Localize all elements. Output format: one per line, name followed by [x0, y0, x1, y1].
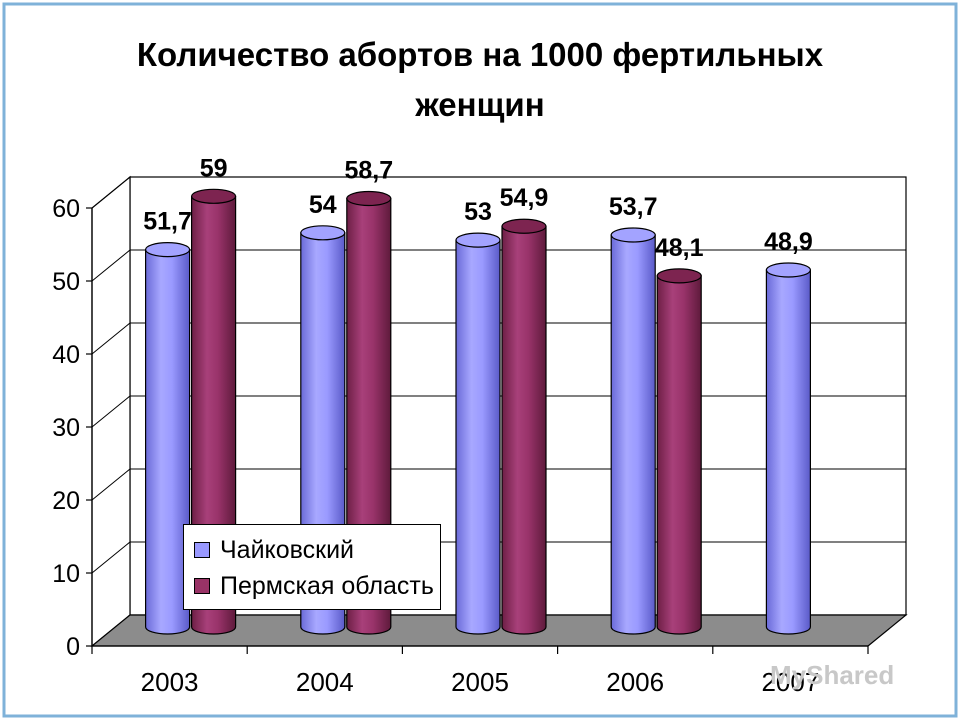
legend: Чайковский Пермская область [183, 524, 441, 610]
bar-perm-2006 [656, 275, 702, 635]
x-tick-label: 2003 [141, 667, 199, 697]
data-label-perm-2005: 54,9 [500, 184, 549, 212]
data-label-perm-2004: 58,7 [344, 156, 393, 184]
legend-swatch-perm [194, 578, 210, 594]
bar-top-perm-2003 [191, 188, 237, 204]
chart-title-line-1: Количество абортов на 1000 фертильных [136, 36, 824, 73]
legend-label-chaikovsky: Чайковский [220, 535, 355, 564]
y-tick-label: 10 [52, 560, 80, 588]
x-tick-label: 2006 [606, 667, 664, 697]
x-tick-label: 2005 [451, 667, 509, 697]
bar-chaikovsky-2006 [610, 234, 656, 635]
y-tick-label: 50 [52, 268, 80, 296]
x-tick-label: 2004 [296, 667, 354, 697]
bar-top-perm-2005 [501, 218, 547, 234]
legend-item-perm: Пермская область [194, 571, 434, 601]
bar-chaikovsky-2007 [765, 269, 811, 635]
bar-top-chaikovsky-2004 [300, 225, 346, 241]
y-tick-label: 60 [52, 195, 80, 223]
bar-top-chaikovsky-2006 [610, 227, 656, 243]
watermark: MyShared [770, 660, 895, 690]
bar-top-chaikovsky-2003 [145, 241, 191, 258]
data-label-chaikovsky-2003: 51,7 [143, 208, 192, 236]
bar-top-perm-2006 [656, 268, 702, 284]
bar-chaikovsky-2005 [455, 239, 501, 635]
legend-item-chaikovsky: Чайковский [194, 535, 354, 565]
bar-perm-2005 [501, 225, 547, 635]
bar-chaikovsky-2003 [145, 248, 191, 635]
data-label-perm-2003: 59 [200, 154, 228, 182]
bar-top-chaikovsky-2005 [455, 232, 501, 248]
y-tick-label: 20 [52, 487, 80, 515]
y-tick-label: 30 [52, 414, 80, 442]
data-label-perm-2006: 48,1 [655, 234, 704, 262]
bar-top-chaikovsky-2007 [765, 262, 812, 278]
y-tick-label: 0 [66, 633, 80, 661]
legend-label-perm: Пермская область [220, 571, 434, 600]
bar-top-perm-2004 [346, 190, 392, 207]
legend-swatch-chaikovsky [194, 542, 210, 558]
y-tick-label: 40 [52, 341, 80, 369]
data-label-chaikovsky-2005: 53 [464, 198, 492, 226]
chart-title-line-2: женщин [415, 86, 545, 123]
data-label-chaikovsky-2007: 48,9 [764, 228, 813, 256]
x-tick-label: 2007 [761, 667, 819, 697]
data-label-chaikovsky-2004: 54 [309, 191, 337, 219]
data-label-chaikovsky-2006: 53,7 [609, 193, 658, 221]
gridline [91, 176, 906, 209]
